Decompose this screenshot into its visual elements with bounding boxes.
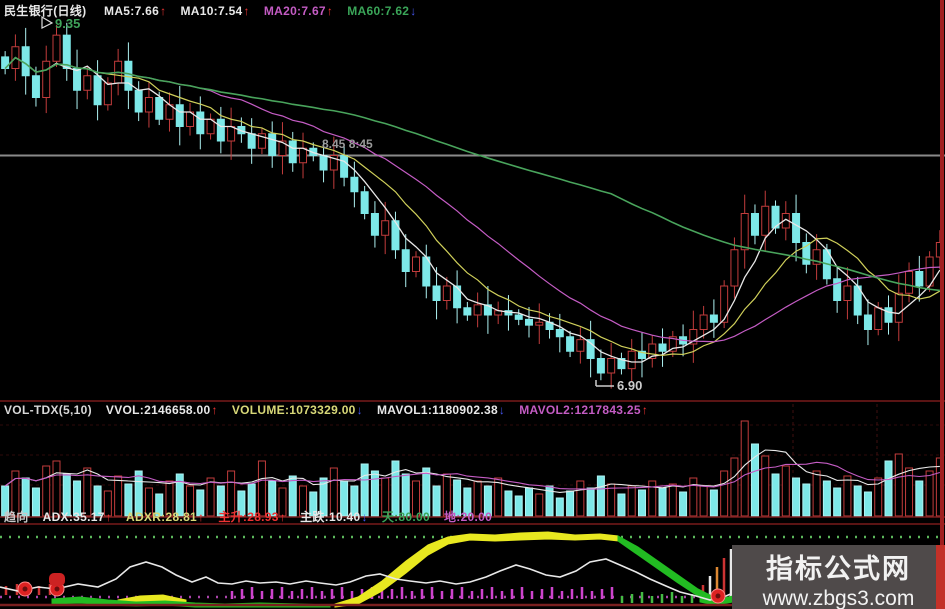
legend-item: 地:20.00: [443, 510, 493, 524]
legend-item: ADXR:28.81↑: [125, 510, 205, 524]
trend-legend: 趋向 ADX:35.17↑ ADXR:28.81↑ 主升:28.93↑ 主跌:10.40…: [4, 508, 506, 525]
legend-item: MA10:7.54↑: [180, 4, 250, 18]
watermark-site-name: 指标公式网: [766, 554, 911, 584]
legend-item: 主升:28.93↑: [218, 510, 287, 524]
main-chart-legend: 民生银行(日线) MA5:7.66↑ MA10:7.54↑ MA20:7.67↑ MA…: [4, 2, 431, 19]
legend-item: MA20:7.67↑: [263, 4, 334, 18]
legend-item: 主跌:10.40↓: [300, 510, 368, 524]
legend-item: VVOL:2146658.00↑: [105, 403, 218, 417]
watermark-url: www.zbgs3.com: [762, 587, 915, 609]
watermark-red-bar: [936, 545, 945, 609]
legend-item: 趋向: [4, 510, 29, 524]
svg-text:9.35: 9.35: [55, 16, 80, 31]
legend-item: ADX:35.17↑: [42, 510, 112, 524]
stock-title: 民生银行(日线): [4, 4, 87, 18]
svg-text:8.45 8:45: 8.45 8:45: [322, 137, 373, 151]
legend-item: MA5:7.66↑: [104, 4, 167, 18]
watermark: 指标公式网 www.zbgs3.com: [732, 545, 945, 609]
legend-item: 天:80.00: [381, 510, 430, 524]
svg-text:6.90: 6.90: [617, 378, 642, 393]
legend-item: VOL-TDX(5,10): [4, 403, 92, 417]
legend-item: MAVOL2:1217843.25↑: [519, 403, 649, 417]
volume-legend: VOL-TDX(5,10) VVOL:2146658.00↑ VOLUME:1073…: [4, 403, 662, 417]
legend-item: MAVOL1:1180902.38↓: [376, 403, 506, 417]
legend-item: MA60:7.62↓: [347, 4, 417, 18]
legend-item: VOLUME:1073329.00↓: [231, 403, 363, 417]
